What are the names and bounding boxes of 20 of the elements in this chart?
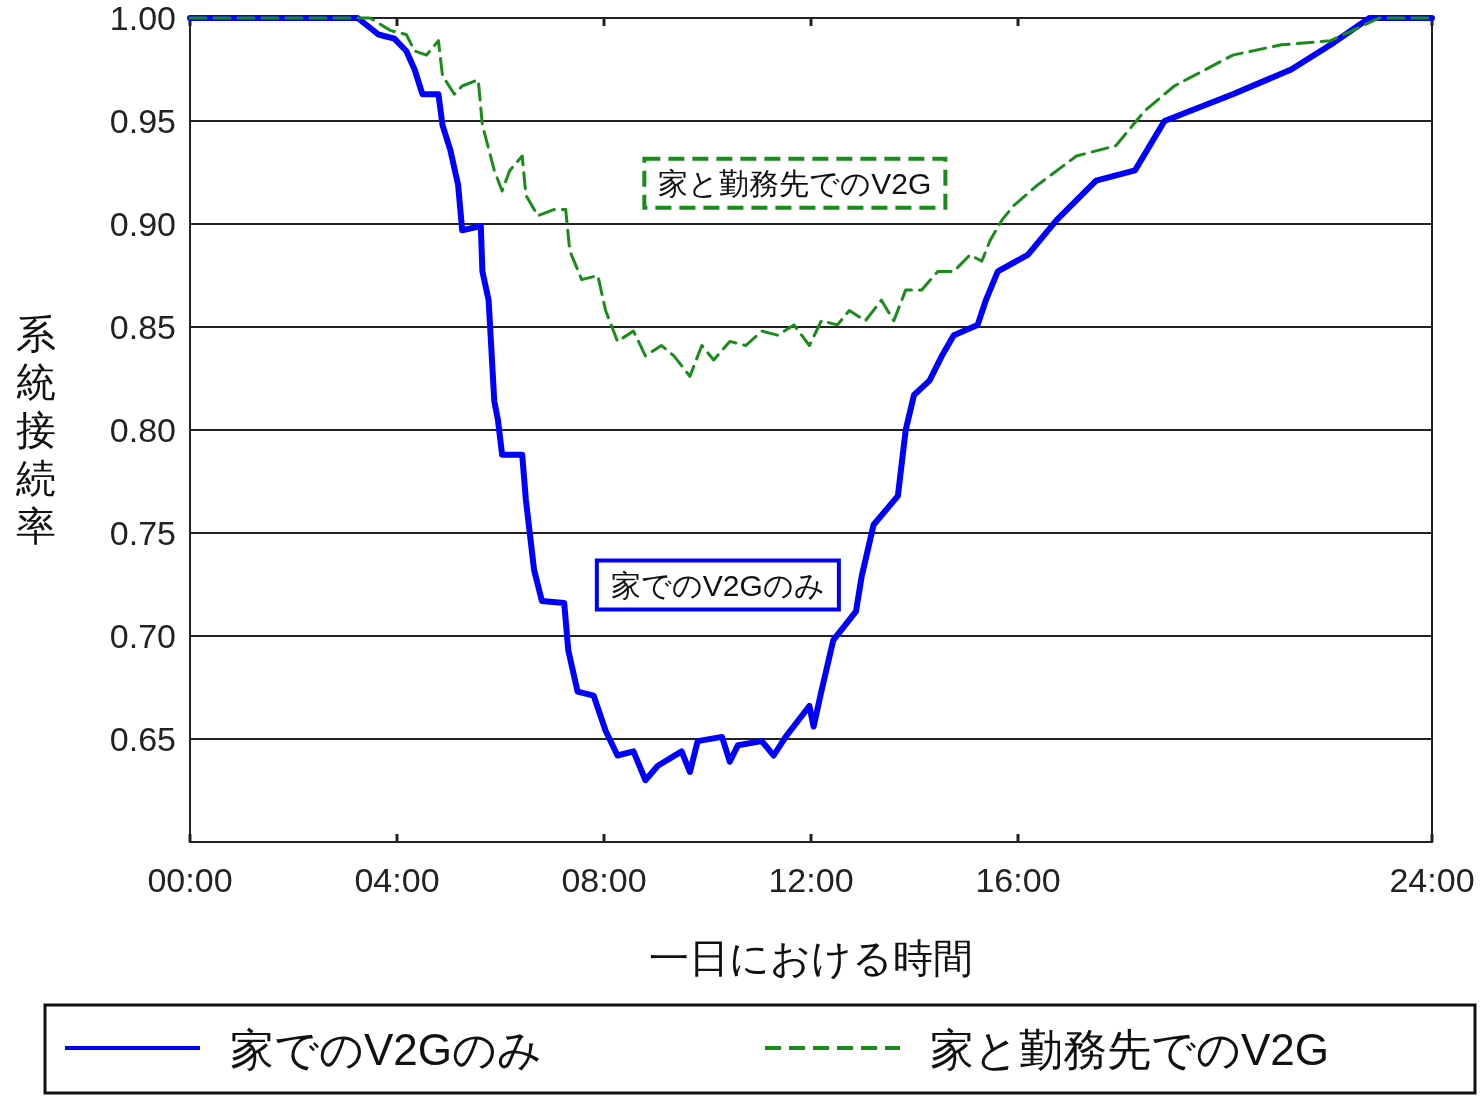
annotation: 家と勤務先でのV2G [658,166,932,200]
y-tick-label: 0.75 [109,514,176,552]
x-tick-label: 16:00 [975,861,1061,899]
y-tick-label: 0.80 [109,411,176,449]
y-tick-label: 0.95 [109,102,176,140]
y-tick-label: 0.85 [109,308,176,346]
x-tick-label: 04:00 [354,861,440,899]
x-axis-title: 一日における時間 [649,936,973,980]
legend-label: 家でのV2Gのみ [230,1025,543,1074]
x-tick-label: 00:00 [147,861,233,899]
y-axis-title: 系統接続率 [15,312,56,548]
y-tick-label: 0.70 [109,617,176,655]
y-tick-label: 0.65 [109,720,176,758]
annotation: 家でのV2Gのみ [610,568,825,602]
legend-label: 家と勤務先でのV2G [930,1025,1330,1074]
y-tick-label: 0.90 [109,205,176,243]
x-tick-label: 08:00 [561,861,647,899]
x-tick-label: 24:00 [1389,861,1475,899]
x-tick-label: 12:00 [768,861,854,899]
y-tick-label: 1.00 [109,0,176,37]
